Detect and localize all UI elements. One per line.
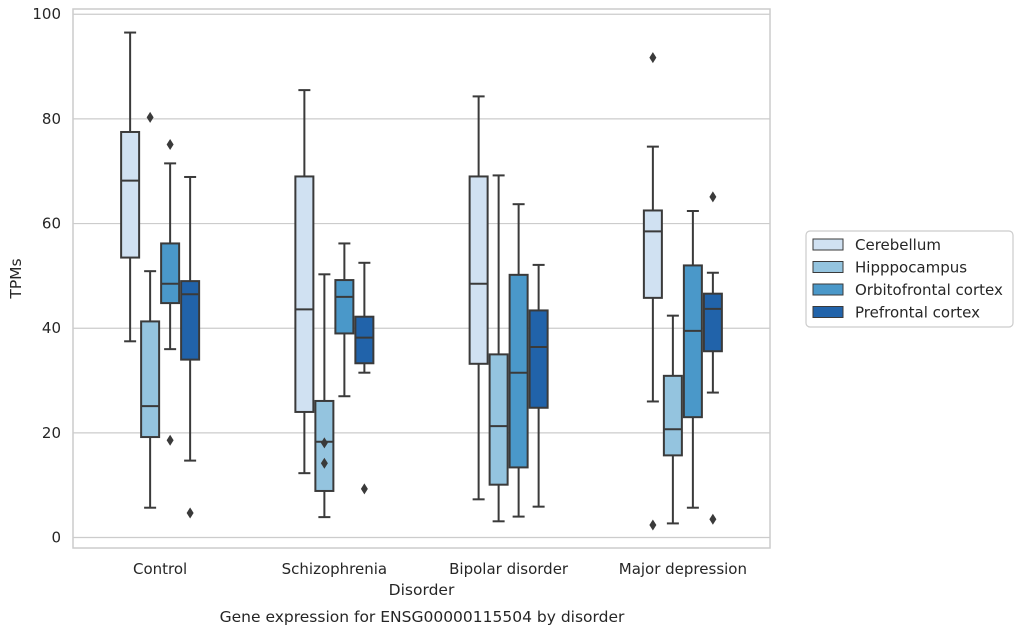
box-iqr [642, 209, 663, 299]
legend-swatch [812, 283, 844, 296]
box-orbitofrontal-cortex [508, 203, 529, 518]
y-axis-label: TPMs [7, 258, 25, 299]
box-iqr [140, 320, 161, 439]
box-iqr [120, 130, 141, 259]
y-tick-label: 100 [32, 5, 61, 23]
legend: Cerebellum Hipppocampus Orbitofrontal cort… [805, 230, 1014, 328]
box-iqr [294, 175, 315, 413]
legend-frame [805, 230, 1014, 328]
box-iqr [180, 280, 201, 361]
box-iqr [508, 273, 529, 469]
box-iqr [528, 309, 549, 409]
box-cerebellum [294, 89, 315, 475]
outlier-point [146, 111, 154, 123]
legend-entry: Orbitofrontal cortex [855, 281, 1003, 299]
box-orbitofrontal-cortex [334, 242, 355, 398]
box-iqr [682, 264, 703, 419]
x-tick-label: Major depression [619, 560, 747, 578]
box-hipppocampus [662, 314, 683, 525]
outlier-point [649, 519, 657, 531]
x-tick-labels: Control Schizophrenia Bipolar disorder Majo… [133, 560, 747, 578]
outlier-point [709, 513, 717, 525]
outlier-point [360, 483, 368, 495]
box-cerebellum [468, 95, 489, 501]
legend-swatch [812, 238, 844, 251]
box-cerebellum [642, 52, 663, 531]
legend-swatch [812, 261, 844, 273]
box-groups [120, 31, 723, 531]
outlier-point [186, 507, 194, 519]
legend-swatch [812, 306, 844, 318]
x-axis-label: Disorder [389, 581, 455, 599]
box-iqr [354, 315, 375, 365]
outlier-point [166, 139, 174, 151]
y-tick-label: 80 [42, 110, 61, 128]
box-prefrontal-cortex [702, 191, 723, 525]
box-orbitofrontal-cortex [682, 209, 703, 509]
outlier-point [709, 191, 717, 203]
box-prefrontal-cortex [528, 263, 549, 508]
x-tick-label: Bipolar disorder [449, 560, 569, 578]
box-iqr [662, 374, 683, 457]
box-iqr [488, 353, 509, 486]
x-tick-label: Control [133, 560, 187, 578]
legend-entry: Cerebellum [855, 236, 941, 254]
outlier-point [649, 52, 657, 64]
y-tick-label: 0 [51, 529, 61, 547]
y-tick-label: 40 [42, 319, 61, 337]
box-prefrontal-cortex [354, 261, 375, 495]
y-tick-labels: 0 20 40 60 80 100 [32, 5, 61, 546]
box-cerebellum [120, 31, 141, 343]
box-hipppocampus [140, 111, 161, 509]
box-hipppocampus [314, 273, 335, 519]
box-iqr [334, 279, 355, 335]
box-orbitofrontal-cortex [160, 139, 181, 446]
legend-entry: Prefrontal cortex [855, 304, 980, 322]
x-tick-label: Schizophrenia [282, 560, 387, 578]
box-hipppocampus [488, 174, 509, 523]
chart-caption: Gene expression for ENSG00000115504 by d… [220, 608, 625, 626]
plot-area-frame [72, 8, 771, 549]
legend-entry: Hipppocampus [855, 259, 967, 277]
box-prefrontal-cortex [180, 175, 201, 519]
y-tick-label: 20 [42, 424, 61, 442]
box-iqr [702, 292, 723, 353]
outlier-point [320, 437, 328, 449]
box-iqr [160, 242, 181, 305]
box-iqr [468, 175, 489, 365]
outlier-point [320, 457, 328, 469]
outlier-point [166, 434, 174, 446]
y-tick-label: 60 [42, 215, 61, 233]
